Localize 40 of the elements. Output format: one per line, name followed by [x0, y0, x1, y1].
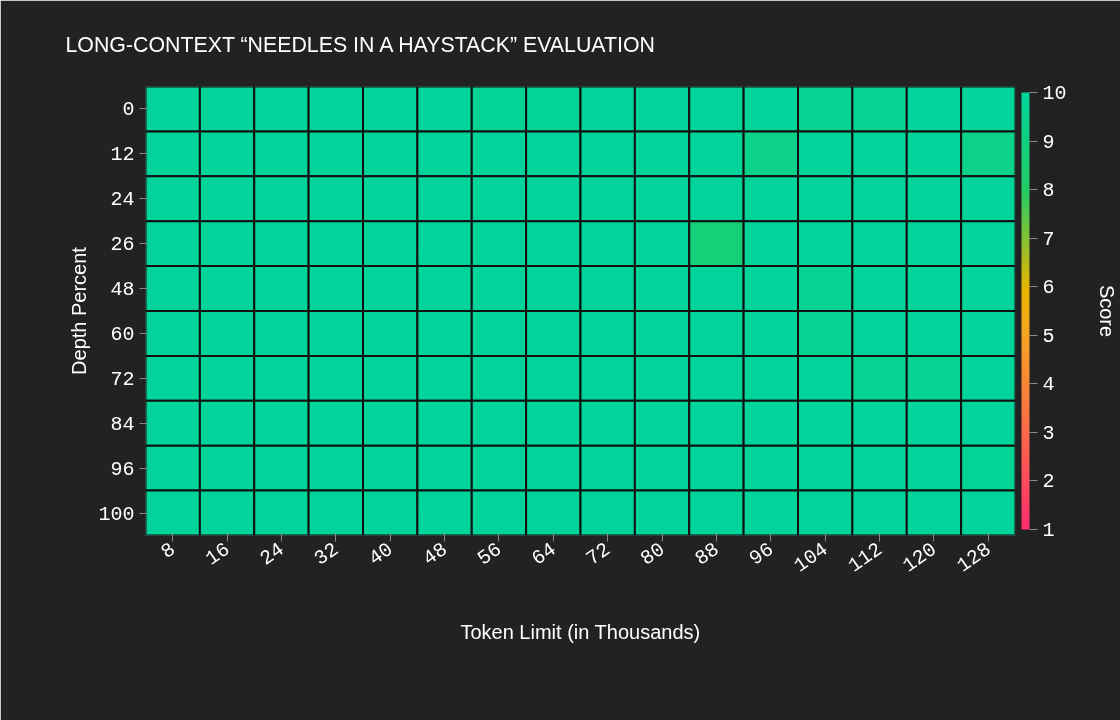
- x-tick-label: 40: [364, 537, 398, 571]
- y-tick-label: 96: [110, 457, 135, 481]
- y-tick-label: 24: [110, 188, 135, 212]
- y-tick-label: 0: [122, 98, 135, 122]
- y-tick-label: 72: [110, 367, 135, 391]
- x-tick-label: 112: [844, 537, 887, 578]
- y-tick-label: 48: [110, 278, 135, 302]
- x-tick-label: 80: [636, 537, 670, 571]
- x-tick-label: 24: [255, 537, 289, 571]
- x-tick-label: 128: [952, 537, 996, 578]
- y-tick-label: 26: [110, 233, 135, 257]
- y-axis-title: Depth Percent: [68, 246, 91, 375]
- x-tick-label: 64: [527, 537, 561, 571]
- x-tick-label: 32: [310, 537, 343, 571]
- x-tick-label: 16: [201, 537, 235, 571]
- x-tick-label: 96: [745, 537, 778, 571]
- x-tick-label: 120: [898, 537, 942, 578]
- color-bar-label: 7: [1042, 227, 1055, 251]
- y-tick-label: 100: [98, 502, 135, 526]
- chart-title: LONG-CONTEXT “NEEDLES IN A HAYSTACK” EVALUATION: [65, 32, 655, 57]
- color-bar-label: 5: [1042, 324, 1055, 348]
- y-tick-label: 60: [110, 322, 135, 346]
- color-bar-label: 2: [1042, 470, 1055, 494]
- color-bar-label: 8: [1042, 179, 1055, 203]
- color-bar-label: 3: [1042, 421, 1055, 445]
- color-bar-title: Score: [1095, 284, 1118, 338]
- x-tick-label: 56: [473, 537, 507, 571]
- color-bar-label: 10: [1042, 82, 1067, 105]
- y-tick-label: 84: [110, 412, 135, 436]
- x-tick-label: 72: [582, 537, 615, 571]
- y-tick-label: 12: [110, 143, 135, 167]
- x-tick-label: 48: [418, 537, 452, 571]
- x-axis-title: Token Limit (in Thousands): [460, 620, 701, 643]
- x-tick-label: 88: [690, 537, 724, 571]
- color-bar-label: 6: [1042, 276, 1055, 300]
- color-bar-label: 1: [1042, 519, 1055, 542]
- color-bar-label: 9: [1042, 130, 1055, 154]
- x-tick-label: 8: [156, 537, 180, 564]
- x-tick-label: 104: [789, 537, 833, 578]
- color-bar-label: 4: [1042, 373, 1055, 397]
